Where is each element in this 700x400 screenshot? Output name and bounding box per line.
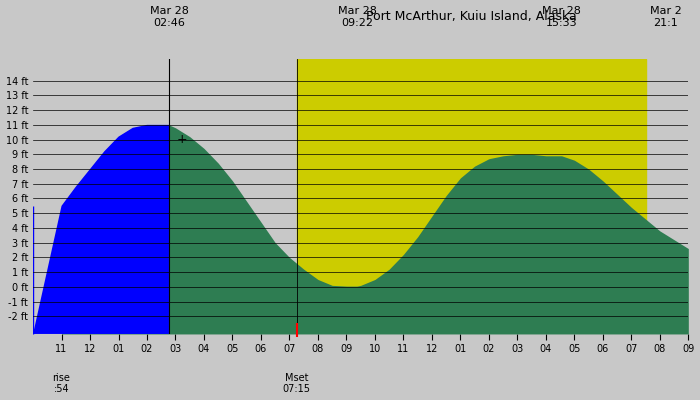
Text: Mset
07:15: Mset 07:15 bbox=[283, 373, 311, 394]
Text: Mar 2
21:1: Mar 2 21:1 bbox=[650, 6, 681, 28]
Text: Mar 28
02:46: Mar 28 02:46 bbox=[150, 6, 188, 28]
Text: rise
:54: rise :54 bbox=[52, 373, 71, 394]
Text: Mar 28
15:33: Mar 28 15:33 bbox=[542, 6, 581, 28]
Polygon shape bbox=[33, 125, 169, 334]
Text: Mar 28
09:22: Mar 28 09:22 bbox=[337, 6, 377, 28]
Bar bbox=[297, 58, 645, 334]
Text: Port McArthur, Kuiu Island, Alaska: Port McArthur, Kuiu Island, Alaska bbox=[365, 10, 577, 23]
Text: +: + bbox=[176, 133, 187, 146]
